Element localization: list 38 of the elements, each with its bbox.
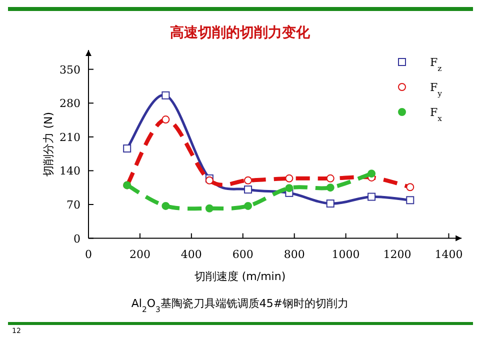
point [244,202,252,210]
y-tick-label: 70 [66,198,80,212]
point [162,116,170,124]
y-tick-label: 0 [74,232,80,246]
point [285,174,294,182]
x-tick-label: 1000 [332,248,360,261]
x-axis-title: 切削速度 (m/min) [194,270,286,283]
point [244,186,252,194]
point [326,200,334,208]
x-tick-label: 600 [232,248,254,261]
point [368,192,376,201]
point [368,170,376,178]
point [326,184,334,192]
legend-label: F$_{z}$ [430,56,442,72]
y-tick-label: 210 [60,130,80,144]
point [162,202,170,210]
x-tick-label: 1200 [383,248,412,261]
point [205,204,214,212]
legend-label: F$_{y}$ [430,81,443,98]
y-tick-label: 280 [60,97,80,110]
legend-label: F$_{x}$ [430,106,443,122]
point [244,176,252,184]
x-tick-label: 800 [284,248,305,261]
x-tick-label: 0 [85,248,92,261]
x-tick-label: 200 [129,248,150,261]
point [406,183,414,192]
point [406,196,414,204]
y-tick-label: 350 [60,63,80,76]
y-tick-label: 140 [60,164,80,178]
y-axis-title: 切削分力 (N) [42,112,55,176]
x-tick-label: 1400 [434,248,463,261]
chart-title: 高速切削的切削力变化 [170,24,311,41]
point [326,174,334,182]
text: Al$_{2}$O$_{3}$基陶瓷刀具端铣调质45#钢时的切削力 [131,297,349,314]
point [285,184,294,192]
point [123,144,132,152]
point [162,91,170,100]
x-tick-label: 400 [180,248,202,261]
